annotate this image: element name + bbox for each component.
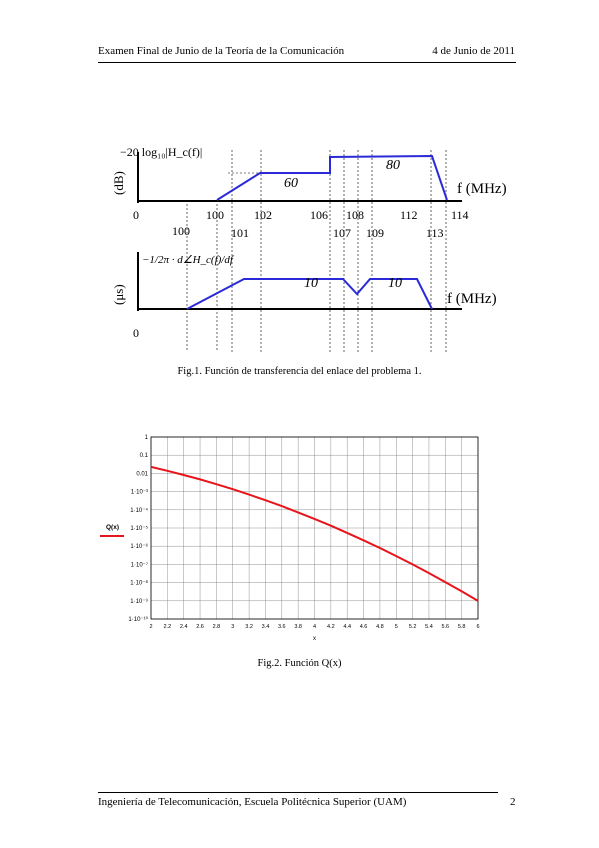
x-tick-label: 4.6 bbox=[360, 624, 368, 630]
freq-label: 108 bbox=[346, 208, 364, 222]
x-tick-label: 2.6 bbox=[196, 624, 204, 630]
x-tick-label: 3.2 bbox=[245, 624, 253, 630]
y-tick-label: 1·10⁻⁴ bbox=[130, 507, 148, 514]
x-tick-label: 4.8 bbox=[376, 624, 384, 630]
legend-label: Q(x) bbox=[106, 524, 119, 531]
freq-label: 113 bbox=[426, 226, 444, 240]
x-tick-label: 5 bbox=[395, 624, 398, 630]
x-tick-label: 5.6 bbox=[441, 624, 449, 630]
x-tick-label: 3.4 bbox=[262, 624, 270, 630]
top-panel-ylabel-unit: (dB) bbox=[111, 171, 126, 195]
top-panel-xlabel: f (MHz) bbox=[457, 181, 507, 197]
top-panel-origin: 0 bbox=[133, 208, 139, 222]
x-axis-label: x bbox=[313, 636, 316, 642]
y-tick-label: 1 bbox=[145, 435, 149, 441]
freq-label: 101 bbox=[231, 226, 249, 240]
y-tick-label: 1·10⁻⁹ bbox=[130, 598, 148, 605]
top-level-label: 80 bbox=[386, 158, 400, 173]
page-number: 2 bbox=[510, 796, 516, 808]
x-tick-label: 5.8 bbox=[458, 624, 466, 630]
bottom-level-label: 10 bbox=[304, 276, 318, 291]
y-tick-label: 1·10⁻³ bbox=[131, 490, 148, 496]
freq-label: 100 bbox=[172, 224, 190, 238]
y-tick-label: 1·10⁻⁷ bbox=[131, 561, 148, 568]
footer-text: Ingeniería de Telecomunicación, Escuela … bbox=[98, 796, 407, 808]
bottom-panel-delay-curve bbox=[186, 278, 433, 310]
freq-label: 106 bbox=[310, 208, 328, 222]
freq-label: 107 bbox=[333, 226, 351, 240]
figure1-guides bbox=[186, 150, 447, 352]
x-tick-label: 2.2 bbox=[164, 624, 172, 630]
freq-label: 100 bbox=[206, 208, 224, 222]
header-title: Examen Final de Junio de la Teoría de la… bbox=[98, 45, 345, 57]
y-tick-labels: 1 0.1 0.01 1·10⁻³ 1·10⁻⁴ 1·10⁻⁵ 1·10⁻⁶ 1·10⁻⁷ 1·… bbox=[128, 435, 148, 623]
y-tick-label: 0.01 bbox=[136, 471, 148, 477]
x-tick-label: 2.8 bbox=[213, 624, 221, 630]
x-tick-label: 5.4 bbox=[425, 624, 433, 630]
x-tick-label: 2 bbox=[149, 624, 152, 630]
x-tick-label: 5.2 bbox=[409, 624, 417, 630]
header-date: 4 de Junio de 2011 bbox=[432, 45, 515, 57]
freq-label: 102 bbox=[254, 208, 272, 222]
figure2-caption: Fig.2. Función Q(x) bbox=[257, 658, 342, 669]
footer-rule bbox=[98, 792, 498, 793]
qx-series-line bbox=[150, 465, 479, 602]
x-tick-label: 3 bbox=[231, 624, 234, 630]
chart-grid bbox=[150, 436, 479, 620]
bottom-panel-ylabel-expr: −1/2π · d∠H_c(f)/df bbox=[142, 254, 235, 266]
x-tick-label: 4.2 bbox=[327, 624, 335, 630]
bottom-panel-xlabel: f (MHz) bbox=[447, 291, 497, 307]
x-tick-labels: 2 2.2 2.4 2.6 2.8 3 3.2 3.4 3.6 3.8 4 4.2 4.4 4.6 4.8 5… bbox=[149, 624, 479, 630]
figure1-transfer-function: −20 log₁₀|H_c(f)| (dB) f (MHz) 0 60 80 1… bbox=[111, 145, 507, 352]
freq-label: 114 bbox=[451, 208, 469, 222]
x-tick-label: 4.4 bbox=[343, 624, 351, 630]
chart-frame bbox=[150, 436, 479, 620]
header-rule bbox=[98, 62, 516, 63]
x-tick-label: 2.4 bbox=[180, 624, 188, 630]
x-tick-label: 4 bbox=[313, 624, 316, 630]
freq-label: 109 bbox=[366, 226, 384, 240]
x-tick-label: 3.8 bbox=[294, 624, 302, 630]
freq-label: 112 bbox=[400, 208, 418, 222]
y-tick-label: 1·10⁻¹⁰ bbox=[128, 616, 148, 623]
bottom-panel-ylabel-unit: (μs) bbox=[111, 284, 126, 305]
y-tick-label: 1·10⁻⁸ bbox=[130, 580, 148, 587]
y-tick-label: 1·10⁻⁶ bbox=[130, 543, 148, 550]
bottom-panel-origin: 0 bbox=[133, 326, 139, 340]
figure2-qfunction-chart: 1 0.1 0.01 1·10⁻³ 1·10⁻⁴ 1·10⁻⁵ 1·10⁻⁶ 1·10⁻⁷ 1·… bbox=[100, 435, 480, 642]
figure1-caption: Fig.1. Función de transferencia del enla… bbox=[177, 366, 422, 377]
x-tick-label: 3.6 bbox=[278, 624, 286, 630]
x-tick-label: 6 bbox=[476, 624, 479, 630]
top-level-label: 60 bbox=[284, 176, 298, 191]
bottom-level-label: 10 bbox=[388, 276, 402, 291]
top-panel-magnitude-curve bbox=[216, 154, 448, 201]
top-panel-ylabel-expr: −20 log₁₀|H_c(f)| bbox=[120, 145, 202, 159]
y-tick-label: 1·10⁻⁵ bbox=[130, 525, 148, 532]
y-tick-label: 0.1 bbox=[140, 453, 149, 459]
